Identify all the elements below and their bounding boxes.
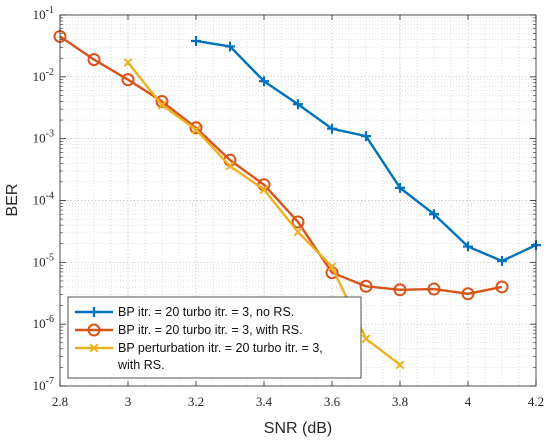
data-point-circle: [155, 94, 169, 108]
legend-swatch-with-rs: [75, 323, 113, 337]
series-no-rs: [191, 35, 541, 267]
legend-label-no-rs: BP itr. = 20 turbo itr. = 3, no RS.: [118, 305, 294, 319]
data-point-x: [259, 185, 269, 195]
legend-label-perturbation-line2: with RS.: [117, 358, 165, 372]
legend-label-with-rs: BP itr. = 20 turbo itr. = 3, with RS.: [118, 323, 303, 337]
y-tick-label: 10-7: [33, 376, 54, 393]
x-axis-label: SNR (dB): [264, 420, 332, 437]
data-point-circle: [393, 283, 407, 297]
y-tick-label: 10-2: [33, 67, 54, 84]
data-point-x: [293, 227, 303, 237]
data-point-circle: [359, 279, 373, 293]
x-tick-label: 3.4: [256, 394, 273, 409]
data-point-plus: [463, 241, 473, 252]
axis-ticks: [59, 14, 537, 387]
data-point-plus: [429, 209, 439, 220]
data-point-plus: [293, 99, 303, 110]
data-point-x: [89, 343, 99, 353]
legend-entry-with-rs: BP itr. = 20 turbo itr. = 3, with RS.: [75, 323, 303, 337]
data-point-plus: [225, 41, 235, 52]
data-point-x: [157, 100, 167, 110]
data-point-plus: [395, 182, 405, 193]
data-point-circle: [427, 282, 441, 296]
data-point-plus: [89, 307, 99, 317]
data-point-circle: [87, 323, 101, 337]
x-tick-labels: 2.8 3 3.2 3.4 3.6 3.8 4 4.2: [52, 394, 544, 409]
y-tick-label: 10-4: [33, 191, 54, 208]
legend-entry-perturbation: BP perturbation itr. = 20 turbo itr. = 3…: [75, 341, 323, 372]
x-tick-label: 3.8: [392, 394, 408, 409]
x-tick-label: 3.6: [324, 394, 341, 409]
legend-swatch-perturbation: [75, 343, 113, 353]
x-tick-label: 4: [465, 394, 472, 409]
data-point-circle: [121, 73, 135, 87]
data-point-circle: [189, 121, 203, 135]
data-point-circle: [495, 280, 509, 294]
y-tick-label: 10-5: [33, 252, 54, 269]
x-tick-label: 3: [125, 394, 132, 409]
data-point-circle: [461, 287, 475, 301]
data-point-x: [123, 58, 133, 68]
legend-entry-no-rs: BP itr. = 20 turbo itr. = 3, no RS.: [75, 305, 294, 319]
legend-label-perturbation: BP perturbation itr. = 20 turbo itr. = 3…: [118, 341, 323, 355]
y-tick-label: 10-1: [33, 5, 54, 22]
y-axis-label: BER: [4, 184, 21, 217]
data-point-plus: [327, 123, 337, 134]
data-point-x: [395, 360, 405, 370]
data-point-circle: [87, 53, 101, 67]
data-point-x: [191, 125, 201, 135]
data-point-plus: [191, 35, 201, 46]
y-tick-label: 10-6: [33, 314, 54, 331]
legend: BP itr. = 20 turbo itr. = 3, no RS. BP i…: [67, 296, 362, 379]
series-with-rs: [53, 29, 509, 301]
data-point-x: [361, 334, 371, 344]
legend-swatch-no-rs: [75, 307, 113, 317]
data-point-plus: [361, 131, 371, 142]
legend-box: [67, 296, 362, 379]
data-point-x: [327, 262, 337, 272]
data-point-circle: [291, 215, 305, 229]
x-tick-label: 4.2: [528, 394, 544, 409]
x-tick-label: 3.2: [188, 394, 204, 409]
y-tick-labels: 10-7 10-6 10-5 10-4 10-3 10-2 10-1: [33, 5, 54, 393]
data-point-x: [225, 161, 235, 171]
data-point-plus: [497, 256, 507, 267]
x-tick-label: 2.8: [52, 394, 68, 409]
y-tick-label: 10-3: [33, 129, 54, 146]
data-point-plus: [259, 76, 269, 87]
